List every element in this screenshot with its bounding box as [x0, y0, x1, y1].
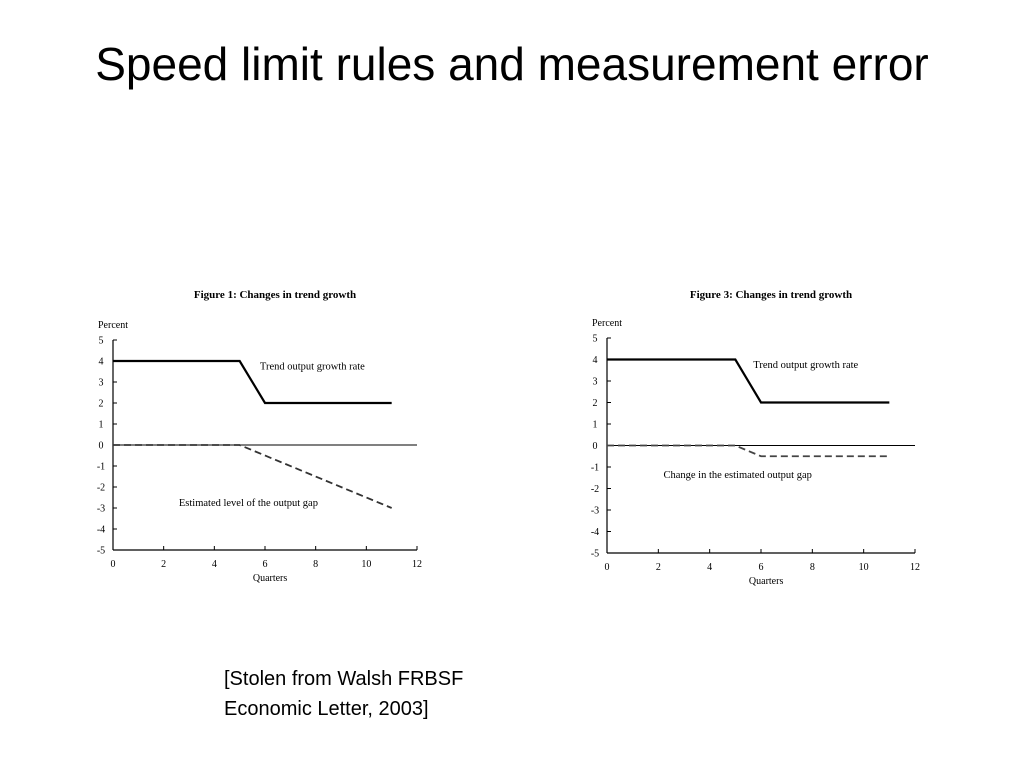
caption-line-1: [Stolen from Walsh FRBSF — [224, 668, 464, 690]
y-tick-label: 1 — [593, 420, 598, 431]
y-axis-label: Percent — [592, 318, 622, 329]
x-tick-label: 8 — [313, 559, 318, 570]
x-tick-label: 10 — [859, 562, 869, 573]
y-tick-label: -2 — [591, 484, 599, 495]
series-label-2: Change in the estimated output gap — [663, 470, 811, 481]
x-tick-label: 6 — [263, 559, 268, 570]
y-tick-label: -4 — [97, 525, 105, 536]
x-tick-label: 12 — [412, 559, 422, 570]
y-tick-label: -1 — [97, 462, 105, 473]
y-tick-label: 4 — [99, 357, 104, 368]
x-tick-label: 4 — [212, 559, 217, 570]
x-tick-label: 4 — [707, 562, 712, 573]
source-caption: [Stolen from Walsh FRBSF Economic Letter… — [224, 664, 524, 724]
x-tick-label: 2 — [161, 559, 166, 570]
series-line-2 — [113, 444, 393, 509]
x-axis-label: Quarters — [749, 576, 784, 587]
series-label-2: Estimated level of the output gap — [179, 498, 318, 509]
x-axis-label: Quarters — [253, 573, 288, 584]
y-tick-label: -4 — [591, 527, 599, 538]
y-tick-label: -5 — [591, 549, 599, 560]
x-tick-label: 12 — [910, 562, 920, 573]
y-tick-label: 3 — [99, 378, 104, 389]
y-tick-label: 1 — [99, 420, 104, 431]
y-tick-label: -3 — [97, 504, 105, 515]
y-tick-label: 3 — [593, 377, 598, 388]
series-line-1 — [607, 358, 890, 404]
figure-3-chart: Figure 3: Changes in trend growth Percent… — [591, 289, 920, 587]
y-tick-label: -5 — [97, 546, 105, 557]
series-label-1: Trend output growth rate — [753, 360, 858, 371]
series-line-2 — [607, 444, 890, 458]
y-axis-label: Percent — [98, 320, 128, 331]
y-tick-label: 2 — [593, 398, 598, 409]
chart-title: Figure 3: Changes in trend growth — [690, 289, 852, 301]
y-tick-label: -3 — [591, 506, 599, 517]
y-tick-label: -2 — [97, 483, 105, 494]
x-tick-label: 8 — [810, 562, 815, 573]
y-tick-label: 0 — [99, 441, 104, 452]
series-line-1 — [113, 359, 392, 405]
y-tick-label: 4 — [593, 355, 598, 366]
y-tick-label: 0 — [593, 441, 598, 452]
slide-title: Speed limit rules and measurement error — [95, 38, 929, 90]
x-tick-label: 0 — [111, 559, 116, 570]
series-label-1: Trend output growth rate — [260, 361, 365, 372]
x-tick-label: 10 — [361, 559, 371, 570]
x-tick-label: 6 — [759, 562, 764, 573]
y-tick-label: 2 — [99, 399, 104, 410]
y-tick-label: -1 — [591, 463, 599, 474]
x-tick-label: 2 — [656, 562, 661, 573]
x-tick-label: 0 — [605, 562, 610, 573]
figure-1-chart: Figure 1: Changes in trend growth Percent… — [97, 289, 422, 584]
caption-line-2: Economic Letter, 2003] — [224, 698, 429, 720]
y-tick-label: 5 — [99, 336, 104, 347]
y-tick-label: 5 — [593, 334, 598, 345]
chart-title: Figure 1: Changes in trend growth — [194, 289, 356, 301]
